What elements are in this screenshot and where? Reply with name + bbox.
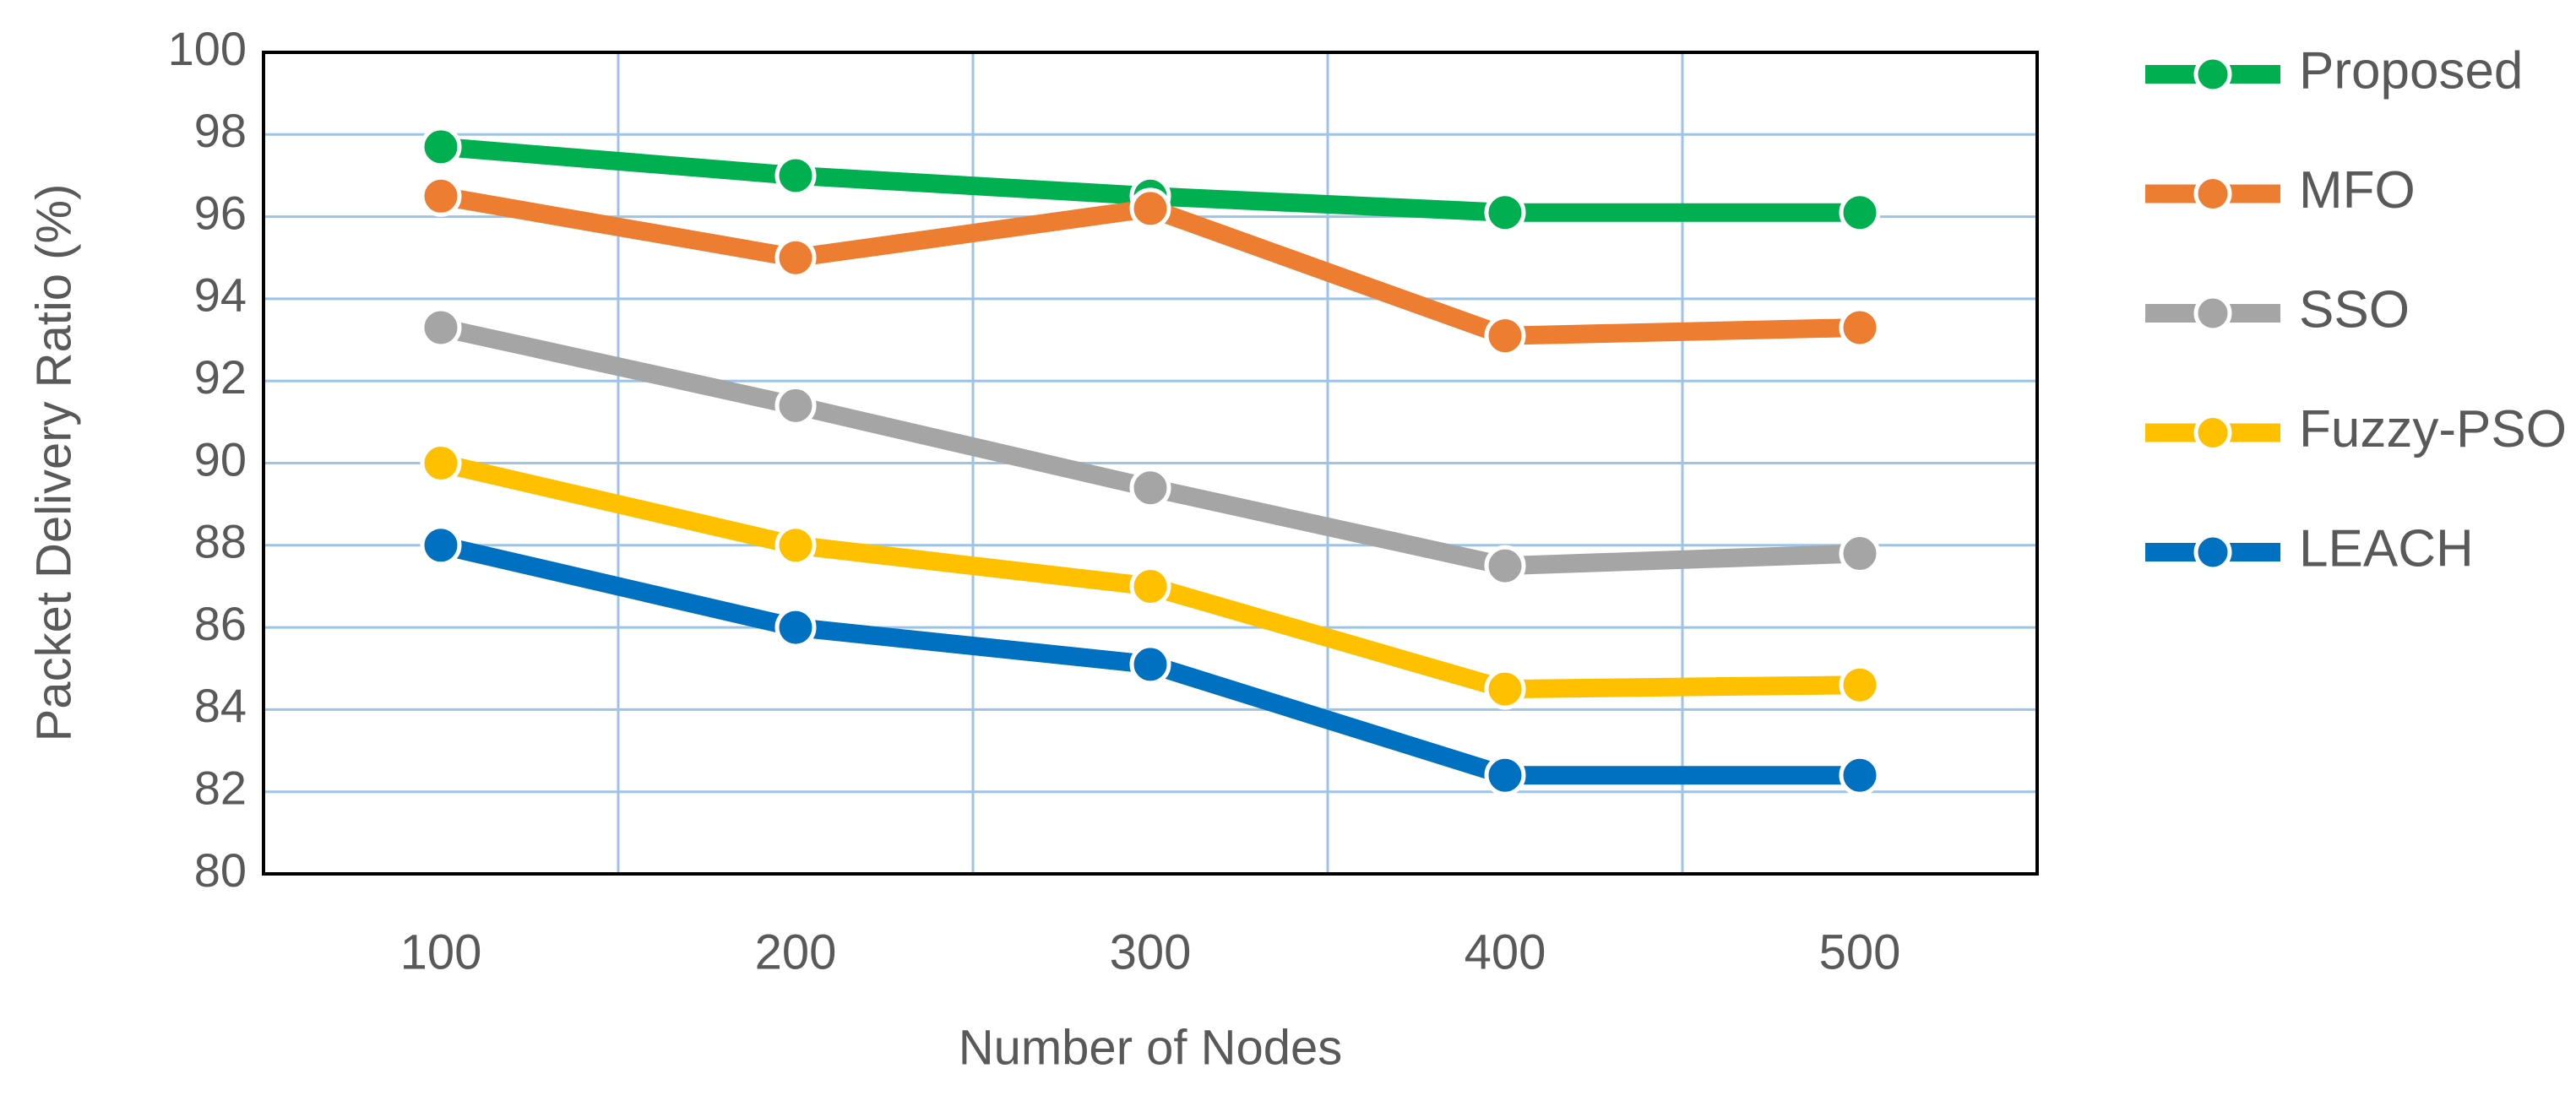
legend-marker [2193,414,2232,452]
marker [1484,754,1526,796]
legend-label: MFO [2299,161,2416,220]
x-tick-label: 100 [400,925,482,979]
marker [420,442,462,484]
x-tick-label: 300 [1110,925,1192,979]
y-tick-label: 88 [194,515,247,568]
legend-marker [2193,55,2232,94]
marker [420,175,462,217]
marker [1129,643,1171,686]
legend-label: SSO [2299,280,2410,339]
marker [1839,192,1881,234]
marker [1839,533,1881,575]
marker [1484,192,1526,234]
y-tick-label: 80 [194,843,247,897]
marker [774,236,817,279]
y-tick-label: 86 [194,597,247,650]
marker [1839,664,1881,706]
x-tick-label: 200 [755,925,837,979]
marker [774,155,817,197]
y-tick-label: 92 [194,350,247,404]
legend-marker [2193,533,2232,572]
x-tick-label: 400 [1465,925,1546,979]
marker [420,126,462,168]
y-tick-label: 84 [194,679,247,732]
legend-label: LEACH [2299,519,2474,578]
marker [1484,315,1526,357]
y-tick-label: 94 [194,268,247,322]
marker [420,524,462,567]
legend-marker [2193,294,2232,333]
marker [1839,754,1881,796]
marker [774,524,817,567]
marker [1484,545,1526,587]
marker [420,306,462,349]
x-tick-label: 500 [1819,925,1901,979]
marker [1839,306,1881,349]
legend-label: Fuzzy-PSO [2299,400,2567,458]
y-tick-label: 90 [194,432,247,485]
legend-label: Proposed [2299,41,2523,100]
y-axis-title: Packet Delivery Ratio (%) [26,184,81,742]
marker [1129,467,1171,509]
marker [774,606,817,648]
y-tick-label: 98 [194,104,247,157]
marker [1484,668,1526,710]
y-tick-label: 82 [194,761,247,814]
series-line [438,318,1861,576]
legend-marker [2193,175,2232,213]
y-tick-label: 100 [168,22,247,75]
x-axis-title: Number of Nodes [959,1020,1343,1075]
y-tick-label: 96 [194,186,247,239]
marker [1129,565,1171,607]
marker [1129,187,1171,230]
marker [774,384,817,426]
plot-border [262,51,2039,876]
